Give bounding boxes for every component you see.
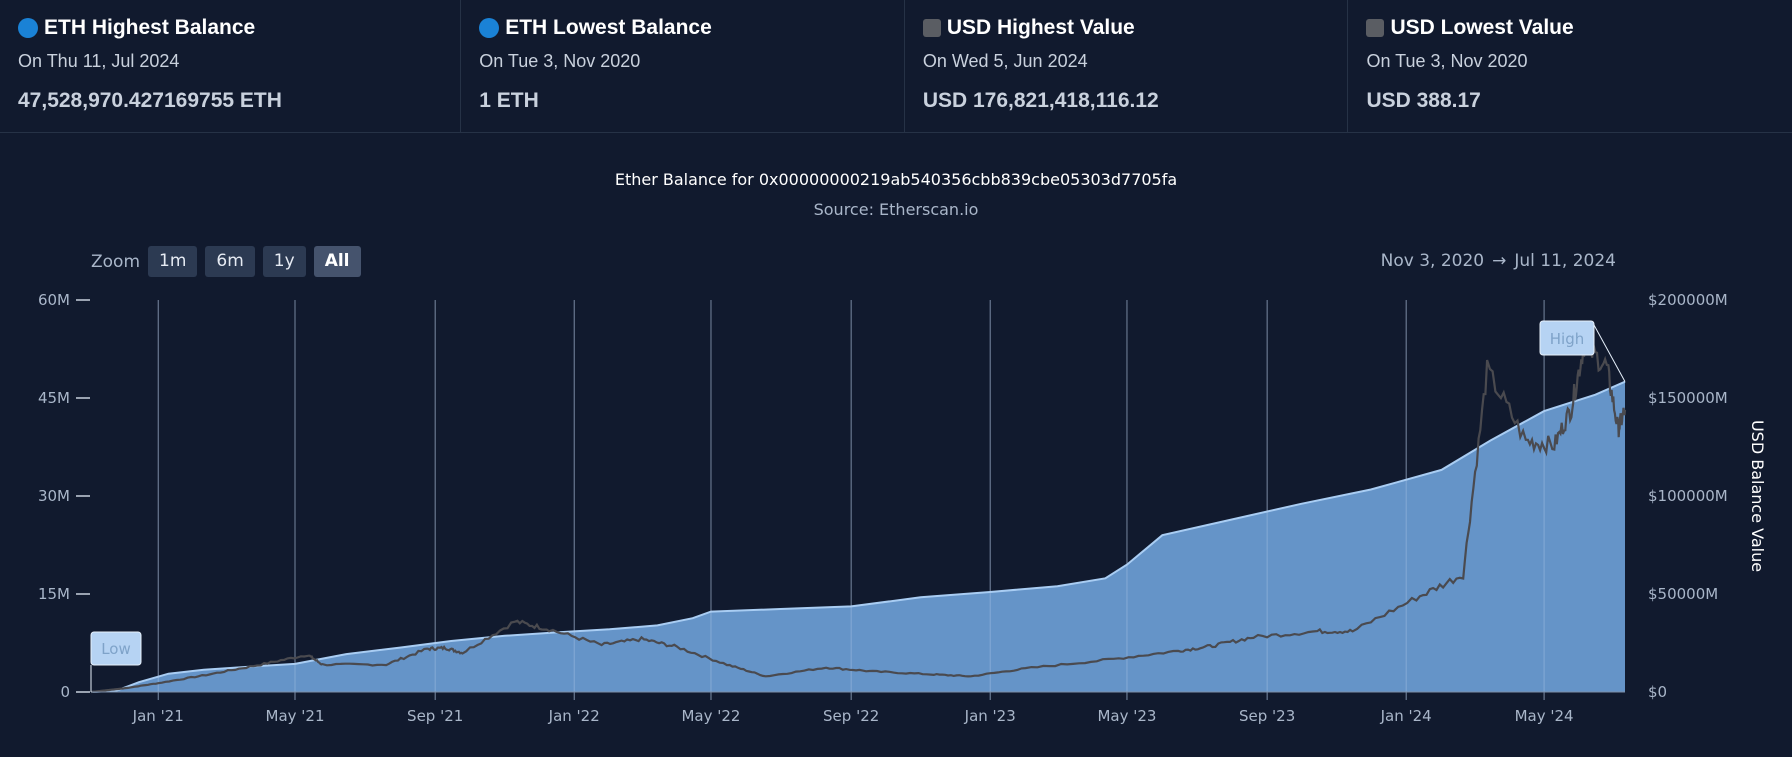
stat-value: USD 176,821,418,116.12 xyxy=(922,89,1159,112)
y-right-tick-label: $150000M xyxy=(1648,389,1728,407)
high-annotation-connector xyxy=(1593,324,1626,382)
stat-usd-highest: USD Highest Value On Wed 5, Jun 2024 USD… xyxy=(905,0,1349,132)
y-left-tick-label: 15M xyxy=(38,585,70,603)
x-tick-label: May '21 xyxy=(266,707,325,725)
y-right-tick-label: $0 xyxy=(1648,683,1667,701)
stats-bar: ETH Highest Balance On Thu 11, Jul 2024 … xyxy=(0,0,1792,133)
range-from[interactable]: Nov 3, 2020 xyxy=(1380,251,1485,271)
low-annotation-label: Low xyxy=(101,640,131,658)
x-tick-label: Jan '22 xyxy=(548,707,600,725)
y-right-axis-title: USD Balance Value xyxy=(1748,420,1767,572)
zoom-controls: Zoom 1m 6m 1y All xyxy=(91,246,369,277)
y-left-tick-label: 30M xyxy=(38,487,70,505)
stat-value: USD 388.17 xyxy=(1366,89,1481,112)
high-annotation-box xyxy=(1539,320,1595,356)
y-left-tick-label: 60M xyxy=(38,291,70,309)
range-to[interactable]: Jul 11, 2024 xyxy=(1514,251,1616,271)
range-arrow: → xyxy=(1492,251,1507,271)
chart-title: Ether Balance for 0x00000000219ab540356c… xyxy=(614,170,1178,189)
stat-title: ETH Lowest Balance xyxy=(505,16,712,39)
gray-square-icon xyxy=(1366,19,1385,37)
x-tick-label: Sep '23 xyxy=(1239,707,1295,725)
x-tick-label: May '22 xyxy=(681,707,740,725)
stat-header: USD Lowest Value xyxy=(1366,16,1792,40)
usd-value-line xyxy=(90,340,1627,694)
stat-header: ETH Highest Balance xyxy=(18,16,460,40)
zoom-label: Zoom xyxy=(91,251,141,272)
stat-date: On Wed 5, Jun 2024 xyxy=(922,51,1088,71)
stat-header: ETH Lowest Balance xyxy=(479,16,904,40)
stat-title: USD Highest Value xyxy=(946,16,1135,39)
x-tick-label: Jan '23 xyxy=(964,707,1016,725)
stat-eth-lowest: ETH Lowest Balance On Tue 3, Nov 2020 1 … xyxy=(461,0,905,132)
stat-date: On Tue 3, Nov 2020 xyxy=(1366,51,1528,71)
y-right-tick-label: $200000M xyxy=(1648,291,1728,309)
stat-usd-lowest: USD Lowest Value On Tue 3, Nov 2020 USD … xyxy=(1348,0,1792,132)
stat-title: USD Lowest Value xyxy=(1390,16,1574,39)
x-tick-label: May '23 xyxy=(1097,707,1156,725)
zoom-1y-button[interactable]: 1y xyxy=(262,246,306,277)
stat-eth-highest: ETH Highest Balance On Thu 11, Jul 2024 … xyxy=(18,0,462,132)
zoom-1m-button[interactable]: 1m xyxy=(148,246,198,277)
zoom-6m-button[interactable]: 6m xyxy=(205,246,255,277)
stat-date: On Tue 3, Nov 2020 xyxy=(479,51,641,71)
chart-subtitle: Source: Etherscan.io xyxy=(813,200,979,219)
y-right-tick-label: $100000M xyxy=(1648,487,1728,505)
x-tick-label: Sep '22 xyxy=(823,707,879,725)
stat-value: 1 ETH xyxy=(479,89,539,112)
high-annotation-label: High xyxy=(1550,330,1584,348)
y-left-tick-label: 0 xyxy=(60,683,70,701)
stat-value: 47,528,970.427169755 ETH xyxy=(18,89,282,112)
x-tick-label: May '24 xyxy=(1515,707,1574,725)
eth-balance-area xyxy=(91,381,1625,692)
zoom-all-button[interactable]: All xyxy=(313,246,361,277)
stat-title: ETH Highest Balance xyxy=(44,16,256,39)
x-tick-label: Sep '21 xyxy=(407,707,463,725)
stat-header: USD Highest Value xyxy=(922,16,1348,40)
low-annotation-box xyxy=(90,631,142,666)
y-right-tick-label: $50000M xyxy=(1648,585,1718,603)
blue-dot-icon xyxy=(18,18,38,38)
gray-square-icon xyxy=(922,19,941,37)
x-tick-label: Jan '21 xyxy=(132,707,184,725)
blue-dot-icon xyxy=(479,18,500,38)
x-tick-label: Jan '24 xyxy=(1380,707,1432,725)
y-left-tick-label: 45M xyxy=(38,389,70,407)
date-range: Nov 3, 2020 → Jul 11, 2024 xyxy=(1381,251,1616,271)
stat-date: On Thu 11, Jul 2024 xyxy=(18,51,180,71)
